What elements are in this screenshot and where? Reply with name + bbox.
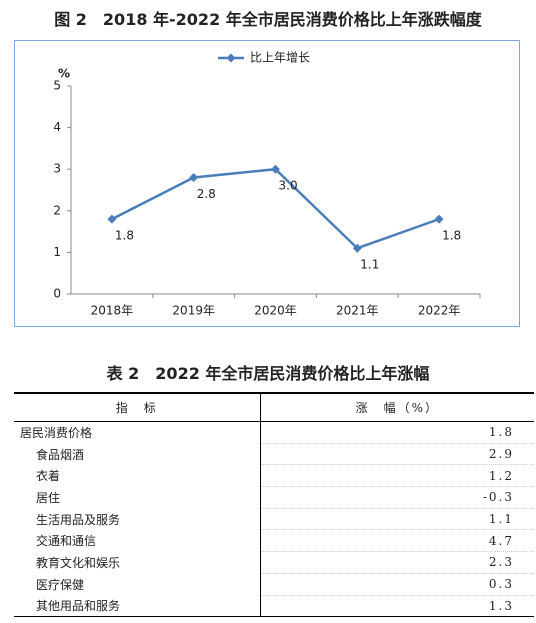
x-tick-label: 2018年 — [91, 304, 134, 318]
header-cell: 指 标 — [14, 392, 261, 422]
data-label: 1.8 — [442, 229, 461, 243]
y-tick-label: 1 — [53, 245, 61, 259]
row-label: 教育文化和娱乐 — [36, 555, 121, 570]
marker — [189, 173, 199, 183]
data-label: 1.1 — [360, 258, 379, 272]
row-value: 1.1 — [259, 508, 534, 531]
chart-frame — [14, 40, 520, 327]
row-value: 1.3 — [259, 595, 534, 618]
line — [111, 167, 440, 250]
chart-title: 图 2 2018 年-2022 年全市居民消费价格比上年涨跌幅度 — [54, 10, 482, 29]
marker — [352, 243, 362, 253]
row-label: 居民消费价格 — [20, 426, 93, 441]
row-value: 1.8 — [259, 421, 534, 444]
legend-label: 比上年增长 — [250, 51, 310, 65]
x-tick-label: 2020年 — [254, 304, 297, 318]
y-tick-label: 5 — [53, 79, 61, 93]
chart: % 0 1 2 3 4 5 2018年 2019年 2020年 2021年 2022年 1.8 2.8 3.… — [14, 40, 520, 327]
table-row: 交通和通信 4.7 — [14, 529, 534, 553]
table-row: 教育文化和娱乐 2.3 — [14, 551, 534, 574]
x-tick-label: 2022年 — [418, 304, 461, 318]
y-unit: % — [58, 67, 70, 81]
y-tick-label: 4 — [53, 120, 61, 134]
table-title: 表 2 2022 年全市居民消费价格比上年涨幅 — [106, 364, 430, 383]
row-value: 4.7 — [259, 529, 534, 553]
marker — [107, 214, 117, 224]
marker — [434, 214, 444, 224]
data-label: 2.8 — [197, 187, 216, 201]
y-tick-label: 0 — [53, 287, 61, 301]
y-tick-label: 2 — [53, 203, 61, 217]
table-row: 居住 -0.3 — [14, 486, 534, 509]
row-label: 衣着 — [36, 469, 61, 484]
table-row: 生活用品及服务 1.1 — [14, 508, 534, 531]
x-tick-label: 2019年 — [172, 304, 215, 318]
row-label: 医疗保健 — [36, 577, 85, 592]
row-label: 交通和通信 — [36, 534, 97, 549]
table-row: 医疗保健 0.3 — [14, 573, 534, 596]
data-label: 1.8 — [115, 229, 134, 243]
row-label: 居住 — [36, 490, 61, 505]
data-label: 3.0 — [279, 179, 298, 193]
row-value: 0.3 — [259, 573, 534, 596]
row-value: 2.9 — [259, 443, 534, 466]
row-value: -0.3 — [259, 486, 534, 509]
marker — [271, 164, 280, 174]
table-row: 居民消费价格 1.8 — [14, 421, 534, 444]
table-row: 食品烟酒 2.9 — [14, 443, 534, 466]
row-label: 食品烟酒 — [36, 447, 85, 462]
row-value: 2.3 — [259, 551, 534, 574]
table-row: 衣着 1.2 — [14, 464, 534, 488]
x-tick-label: 2021年 — [336, 304, 379, 318]
y-tick-label: 3 — [53, 162, 61, 176]
row-label: 生活用品及服务 — [36, 512, 121, 527]
legend-marker — [226, 53, 236, 63]
row-label: 其他用品和服务 — [14, 595, 261, 618]
row-value: 1.2 — [259, 464, 534, 488]
table-header: 指 标涨 幅（%） — [14, 392, 534, 422]
table-row: 其他用品和服务 1.3 — [14, 595, 534, 618]
data-table: 指 标涨 幅（%） 居民消费价格 1.8 食品烟酒 2.9 衣着 1.2 居住 -0.3 生活用… — [14, 392, 534, 618]
header-cell: 涨 幅（%） — [259, 392, 534, 422]
